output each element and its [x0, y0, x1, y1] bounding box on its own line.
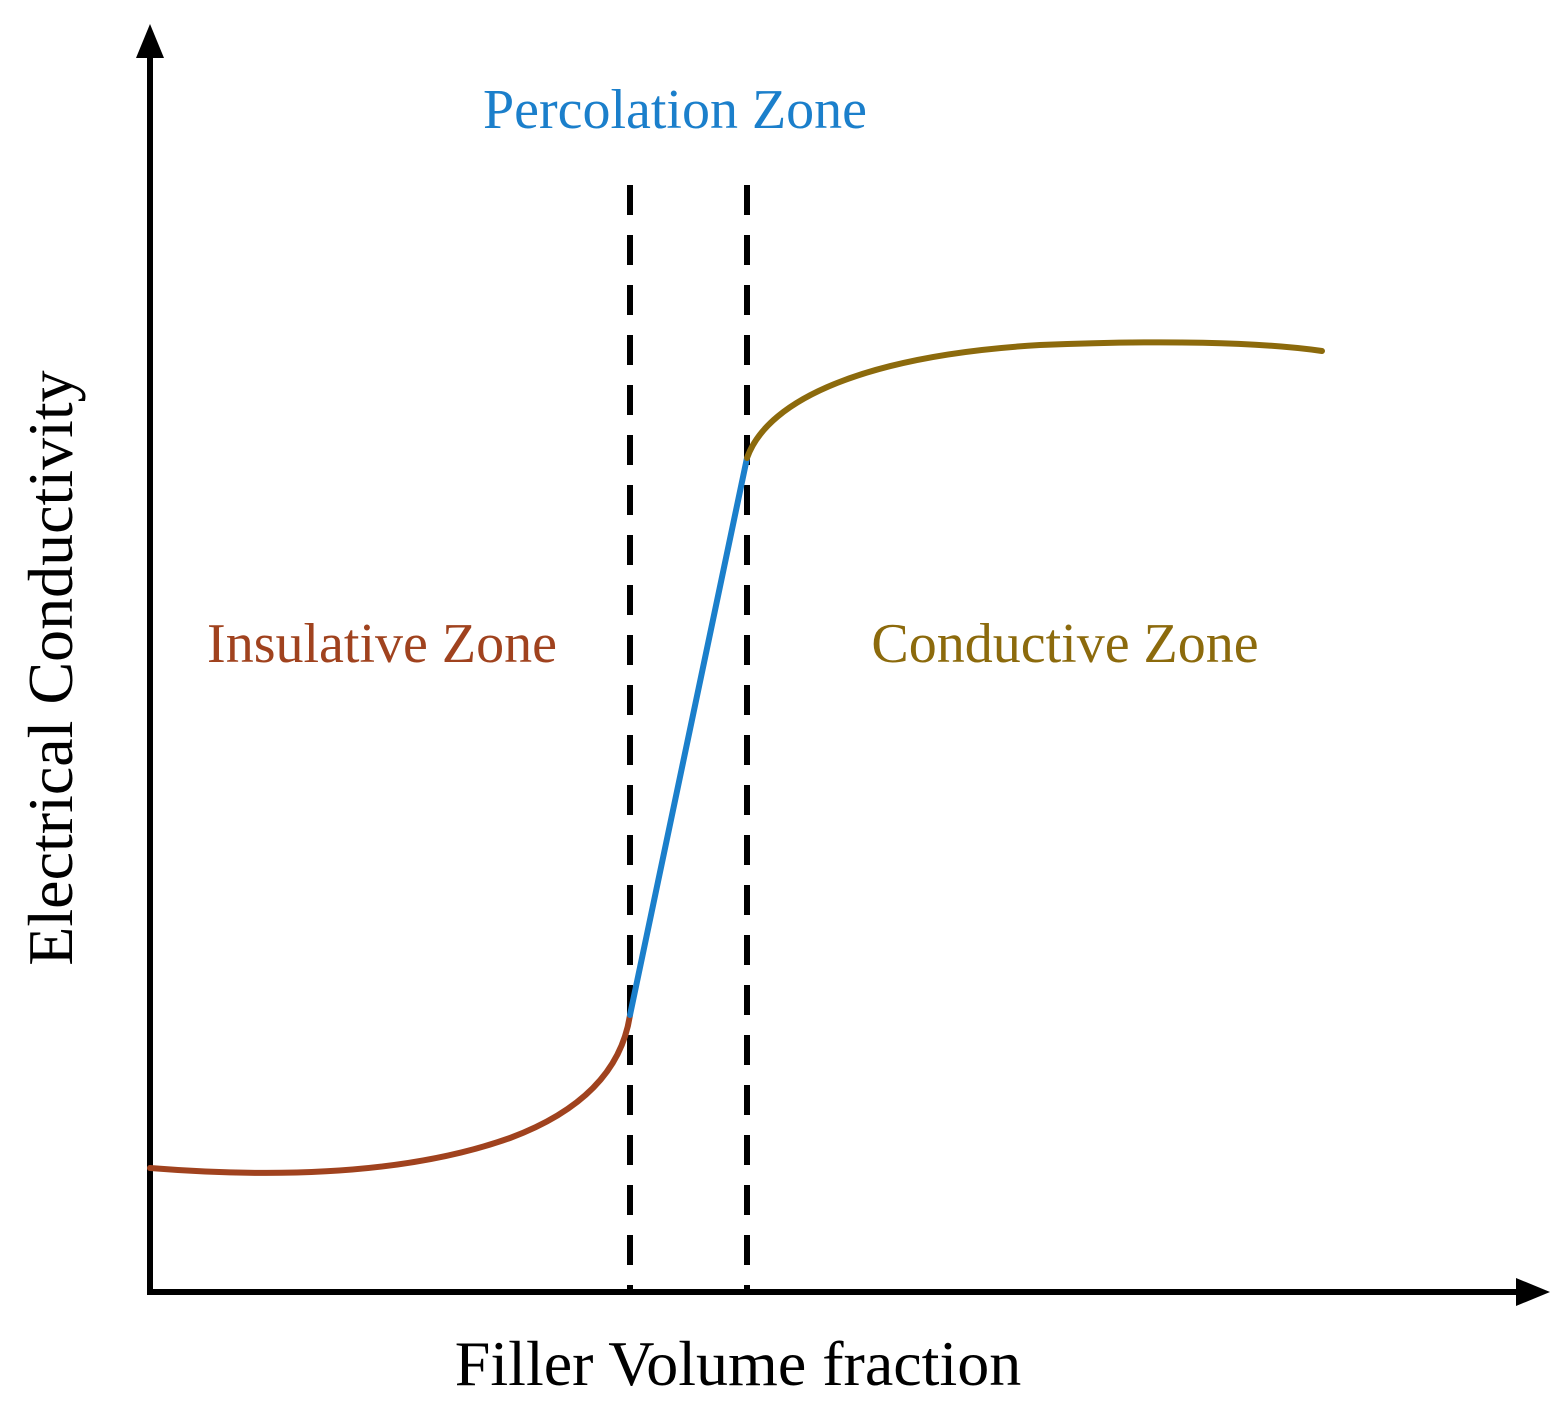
y-axis-label: Electrical Conductivity [15, 370, 86, 965]
y-axis-arrowhead [136, 24, 164, 58]
insulative-curve [147, 1012, 633, 1176]
x-axis-arrowhead [1516, 1278, 1550, 1306]
conductive-zone-label: Conductive Zone [871, 613, 1258, 675]
conductive-curve [744, 339, 1325, 461]
x-axis-label: Filler Volume fraction [455, 1328, 1021, 1399]
percolation-curve [627, 455, 750, 1018]
insulative-zone-label: Insulative Zone [207, 613, 557, 675]
percolation-zone-label: Percolation Zone [483, 79, 867, 141]
